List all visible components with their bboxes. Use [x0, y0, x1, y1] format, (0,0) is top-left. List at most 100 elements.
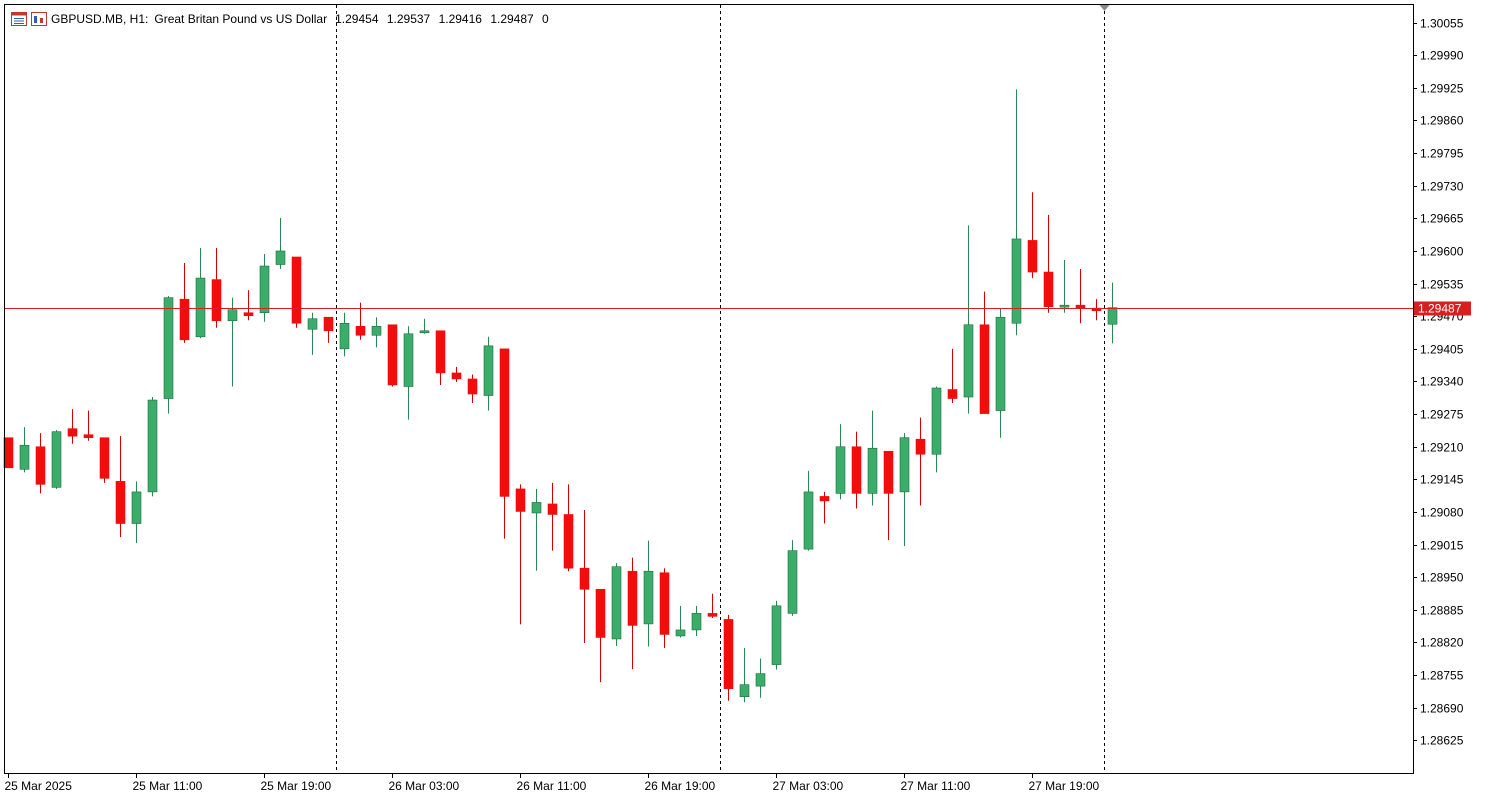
candle-body	[547, 503, 558, 515]
x-tick-label: 25 Mar 2025	[5, 779, 73, 793]
y-tick-label: 1.29990	[1420, 49, 1464, 63]
y-tick-label: 1.29795	[1420, 147, 1464, 161]
candle-body	[867, 447, 878, 494]
candle-body	[99, 437, 110, 479]
candle-body	[211, 279, 222, 322]
candle-body	[195, 277, 206, 338]
plot-frame	[4, 4, 1414, 774]
candle-body	[515, 488, 526, 512]
x-tick-label: 27 Mar 11:00	[901, 779, 971, 793]
x-tick-label: 27 Mar 19:00	[1029, 779, 1100, 793]
candle-body	[979, 324, 990, 414]
candle-body	[147, 399, 158, 493]
candle-body	[531, 502, 542, 514]
candle-body	[483, 345, 494, 396]
y-tick-label: 1.29275	[1420, 408, 1464, 422]
candle-body	[451, 372, 462, 380]
current-price-label: 1.29487	[1414, 301, 1471, 316]
candle-body	[83, 434, 94, 438]
candle-body	[67, 428, 78, 437]
candle-body	[819, 496, 830, 502]
candles	[3, 89, 1118, 703]
symbol-timeframe: GBPUSD.MB, H1:	[51, 12, 149, 26]
candle-body	[1027, 240, 1038, 273]
y-tick-label: 1.29860	[1420, 114, 1464, 128]
price-label-text: 1.29487	[1418, 302, 1462, 316]
bar-chart-icon[interactable]	[31, 12, 47, 26]
candle-body	[723, 619, 734, 689]
candle-body	[579, 567, 590, 590]
candle-body	[995, 316, 1006, 411]
candle-body	[131, 491, 142, 524]
x-tick-label: 26 Mar 03:00	[389, 779, 460, 793]
candle-body	[1011, 238, 1022, 324]
close-value: 1.29487	[490, 12, 534, 26]
ohlc-readout: 1.29454 1.29537 1.29416 1.29487 0	[335, 12, 554, 26]
open-value: 1.29454	[335, 12, 379, 26]
period-marker	[1099, 5, 1110, 11]
candle-body	[611, 566, 622, 640]
price-label-bg	[1414, 301, 1471, 316]
y-tick-label: 1.28625	[1420, 734, 1464, 748]
y-tick-label: 1.29535	[1420, 278, 1464, 292]
y-tick-label: 1.28820	[1420, 636, 1464, 650]
symbol-description: Great Britan Pound vs US Dollar	[154, 12, 328, 26]
y-tick-label: 1.29925	[1420, 82, 1464, 96]
candle-body	[355, 325, 366, 336]
candle-body	[35, 446, 46, 485]
candle-body	[835, 446, 846, 494]
y-tick-label: 1.29080	[1420, 506, 1464, 520]
axes	[4, 4, 1414, 774]
candle-body	[387, 324, 398, 386]
chart-window-icon[interactable]	[11, 12, 27, 26]
y-tick-label: 1.29210	[1420, 441, 1464, 455]
candle-body	[51, 431, 62, 488]
y-tick-label: 1.30055	[1420, 17, 1464, 31]
candle-body	[419, 330, 430, 334]
volume-value: 0	[542, 12, 549, 26]
candle-body	[787, 550, 798, 614]
y-tick-label: 1.28950	[1420, 571, 1464, 585]
candle-body	[467, 378, 478, 395]
candle-body	[243, 312, 254, 317]
candle-body	[19, 444, 30, 470]
y-tick-label: 1.29015	[1420, 539, 1464, 553]
y-tick-label: 1.29730	[1420, 180, 1464, 194]
candle-body	[499, 348, 510, 497]
chart-header: GBPUSD.MB, H1: Great Britan Pound vs US …	[11, 9, 554, 29]
y-tick-label: 1.28755	[1420, 669, 1464, 683]
candle-body	[963, 324, 974, 398]
candle-body	[291, 256, 302, 324]
y-tick-label: 1.29145	[1420, 473, 1464, 487]
candle-body	[163, 297, 174, 399]
time-axis: 25 Mar 2025 25 Mar 11:00 25 Mar 19:00 26 Ma…	[5, 773, 1100, 793]
x-tick-label: 25 Mar 11:00	[133, 779, 203, 793]
candle-body	[707, 613, 718, 617]
candle-body	[931, 387, 942, 455]
low-value: 1.29416	[438, 12, 482, 26]
candle-body	[403, 333, 414, 387]
candle-body	[3, 437, 14, 469]
day-separators	[336, 5, 1110, 773]
candle-body	[179, 298, 190, 341]
candle-body	[803, 491, 814, 550]
candle-body	[755, 673, 766, 687]
y-tick-label: 1.28885	[1420, 604, 1464, 618]
y-tick-label: 1.29405	[1420, 343, 1464, 357]
candle-body	[307, 318, 318, 330]
x-tick-label: 26 Mar 19:00	[645, 779, 716, 793]
candle-body	[339, 322, 350, 350]
candle-body	[883, 450, 894, 494]
candle-body	[1107, 307, 1118, 325]
candle-body	[1043, 271, 1054, 307]
candle-body	[1059, 304, 1070, 308]
candle-body	[643, 570, 654, 625]
candle-body	[915, 438, 926, 455]
price-axis: 1.30055 1.29990 1.29925 1.29860 1.29795 1.297…	[1413, 17, 1464, 748]
candle-body	[275, 250, 286, 265]
candle-body	[659, 572, 670, 635]
candle-body	[691, 613, 702, 631]
candle-body	[899, 437, 910, 493]
candle-body	[947, 389, 958, 399]
